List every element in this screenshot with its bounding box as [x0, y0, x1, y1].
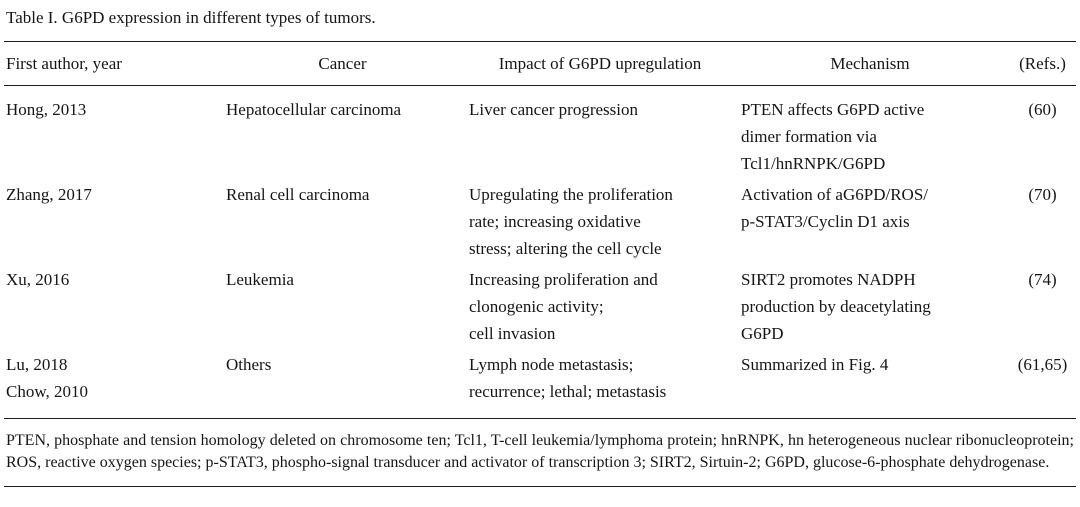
rule-top	[4, 41, 1076, 42]
cell-cancer: Others	[226, 355, 272, 374]
rule-body-bottom	[4, 418, 1076, 419]
rule-header-bottom	[4, 85, 1076, 86]
cell-author: Hong, 2013	[6, 100, 87, 119]
table-row: Lu, 2018 Chow, 2010 Others Lymph node me…	[4, 350, 1076, 408]
cell-cancer: Renal cell carcinoma	[226, 185, 370, 204]
column-header-impact: Impact of G6PD upregulation	[498, 54, 702, 73]
cell-impact: Liver cancer progression	[469, 100, 638, 119]
cell-author: Lu, 2018 Chow, 2010	[6, 355, 89, 401]
cell-mechanism: SIRT2 promotes NADPH production by deace…	[741, 270, 931, 343]
table-row: Hong, 2013 Hepatocellular carcinoma Live…	[4, 95, 1076, 180]
cell-author: Zhang, 2017	[6, 185, 92, 204]
column-header-refs: (Refs.)	[1019, 54, 1066, 73]
column-header-cancer: Cancer	[318, 54, 367, 73]
cell-author: Xu, 2016	[6, 270, 70, 289]
column-header-mechanism: Mechanism	[830, 54, 910, 73]
table-row: Xu, 2016 Leukemia Increasing proliferati…	[4, 265, 1076, 350]
cell-mechanism: Summarized in Fig. 4	[741, 355, 889, 374]
table-row: Zhang, 2017 Renal cell carcinoma Upregul…	[4, 180, 1076, 265]
cell-impact: Lymph node metastasis; recurrence; letha…	[469, 355, 667, 401]
cell-mechanism: Activation of aG6PD/ROS/ p-STAT3/Cyclin …	[741, 185, 928, 231]
table-body: Hong, 2013 Hepatocellular carcinoma Live…	[4, 86, 1076, 418]
cell-mechanism: PTEN affects G6PD active dimer formation…	[741, 100, 925, 173]
cell-refs: (70)	[1028, 185, 1057, 204]
cell-impact: Upregulating the proliferation rate; inc…	[469, 185, 673, 258]
table-title: Table I. G6PD expression in different ty…	[6, 8, 376, 27]
cell-refs: (74)	[1028, 270, 1057, 289]
table-header-row: First author, year Cancer Impact of G6PD…	[4, 42, 1076, 85]
cell-refs: (61,65)	[1017, 355, 1068, 374]
cell-impact: Increasing proliferation and clonogenic …	[469, 270, 658, 343]
cell-cancer: Hepatocellular carcinoma	[226, 100, 402, 119]
table-footnote: PTEN, phosphate and tension homology del…	[6, 432, 1074, 471]
cell-cancer: Leukemia	[226, 270, 294, 289]
cell-refs: (60)	[1028, 100, 1057, 119]
column-header-author: First author, year	[6, 54, 122, 73]
rule-bottom	[4, 486, 1076, 487]
